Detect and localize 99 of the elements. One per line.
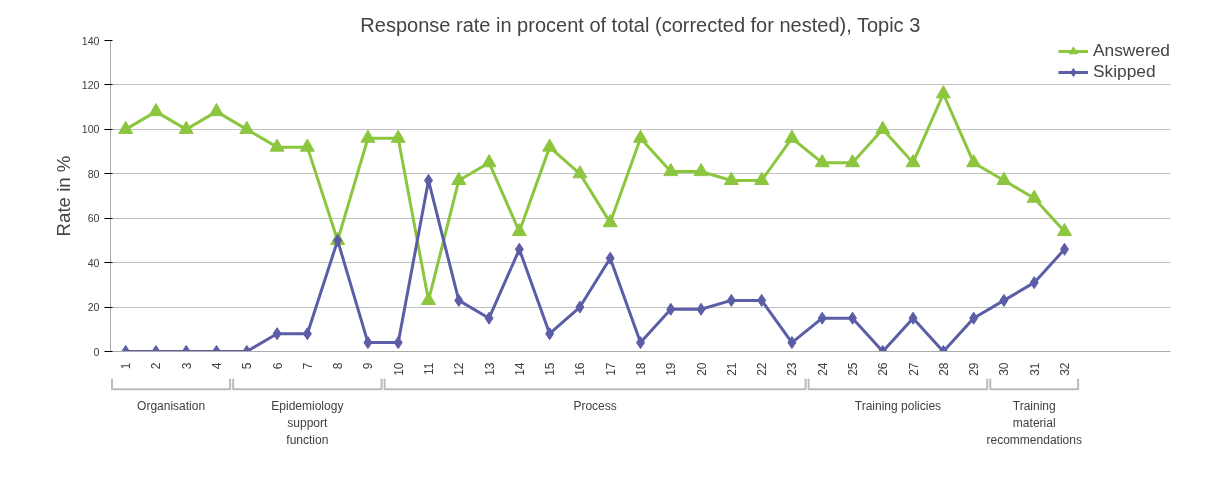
legend-label: Skipped xyxy=(1092,61,1156,82)
point xyxy=(905,154,921,168)
point xyxy=(481,154,497,168)
y-tick-label: 40 xyxy=(87,256,100,269)
point xyxy=(663,162,679,177)
point xyxy=(784,129,800,143)
point xyxy=(845,154,860,168)
x-tick-label: 24 xyxy=(815,362,830,376)
x-tick-label: 5 xyxy=(240,362,255,370)
point xyxy=(999,293,1009,307)
y-tick-label: 20 xyxy=(87,301,100,314)
x-tick-label: 21 xyxy=(724,362,739,376)
point xyxy=(302,327,312,341)
x-tick-label: 2 xyxy=(149,362,164,370)
point xyxy=(969,311,979,325)
point xyxy=(148,103,164,117)
x-tick-label: 20 xyxy=(694,362,709,376)
point xyxy=(935,85,951,99)
x-tick-label: 15 xyxy=(543,362,558,376)
point xyxy=(209,103,224,117)
text: Training material recommendations xyxy=(986,398,1082,447)
x-tick-label: 14 xyxy=(512,362,527,376)
text: Organisation xyxy=(137,398,206,413)
x-tick-label: 28 xyxy=(936,362,951,376)
point xyxy=(118,120,134,134)
point xyxy=(875,120,891,134)
point xyxy=(454,293,464,307)
y-tick-label: 140 xyxy=(81,34,100,47)
point xyxy=(602,214,618,228)
point xyxy=(1026,189,1042,203)
x-tick-label: 27 xyxy=(906,362,921,376)
point xyxy=(390,129,406,143)
point xyxy=(966,154,982,168)
point xyxy=(451,171,467,185)
x-tick-label: 26 xyxy=(876,362,891,376)
legend-label: Answered xyxy=(1092,40,1170,61)
x-tick-label: 25 xyxy=(846,362,860,376)
y-tick-label: 60 xyxy=(87,212,100,225)
point xyxy=(605,251,615,265)
chart-title: Response rate in procent of total (corrected for nested), Topic 3 xyxy=(360,13,921,36)
point xyxy=(696,302,706,316)
x-tick-label: 22 xyxy=(755,362,770,376)
y-axis-title: Rate in % xyxy=(52,155,74,237)
point xyxy=(787,336,797,350)
text: Training policies xyxy=(854,398,942,413)
x-tick-label: 32 xyxy=(1058,362,1072,376)
x-tick-label: 18 xyxy=(634,362,648,376)
x-tick-label: 16 xyxy=(573,362,588,376)
x-tick-label: 4 xyxy=(210,362,224,370)
point xyxy=(545,327,555,341)
y-tick-label: 80 xyxy=(87,167,100,180)
x-tick-label: 29 xyxy=(967,362,982,376)
text: Process xyxy=(573,398,617,413)
x-tick-label: 6 xyxy=(270,362,285,370)
x-tick-label: 7 xyxy=(300,362,315,370)
point xyxy=(817,311,827,325)
point xyxy=(484,311,494,325)
point xyxy=(666,302,676,316)
x-tick-label: 12 xyxy=(452,362,467,376)
text: Epidemiology support function xyxy=(271,398,344,447)
point xyxy=(299,138,315,152)
point xyxy=(757,293,767,307)
point xyxy=(908,311,918,325)
point xyxy=(633,129,648,143)
x-tick-label: 13 xyxy=(482,362,497,376)
y-tick-label: 100 xyxy=(81,123,100,136)
point xyxy=(726,293,736,307)
x-tick-label: 9 xyxy=(361,362,376,370)
point xyxy=(723,171,739,185)
point xyxy=(393,336,403,350)
point xyxy=(511,222,527,237)
point xyxy=(575,300,585,314)
point xyxy=(996,171,1012,185)
x-tick-label: 31 xyxy=(1027,362,1042,376)
x-tick-label: 23 xyxy=(785,362,800,376)
x-tick-label: 1 xyxy=(119,362,134,370)
x-tick-label: 30 xyxy=(997,362,1012,376)
point xyxy=(514,242,524,256)
point xyxy=(360,129,376,143)
point xyxy=(363,336,373,350)
x-tick-label: 11 xyxy=(422,362,436,375)
x-tick-label: 3 xyxy=(179,362,194,370)
x-tick-label: 8 xyxy=(331,362,346,370)
point xyxy=(239,120,255,134)
point xyxy=(178,120,194,134)
point xyxy=(269,138,285,152)
point xyxy=(1029,276,1039,290)
x-tick-label: 17 xyxy=(603,362,618,376)
x-tick-label: 19 xyxy=(664,362,679,376)
point xyxy=(572,165,588,179)
y-tick-label: 120 xyxy=(81,78,100,91)
point xyxy=(814,154,830,168)
x-tick-label: 10 xyxy=(391,362,406,376)
point xyxy=(693,162,709,177)
point xyxy=(542,138,558,152)
point xyxy=(754,171,770,185)
point xyxy=(272,327,282,341)
point xyxy=(1057,222,1072,237)
y-tick-label: 0 xyxy=(93,345,100,358)
